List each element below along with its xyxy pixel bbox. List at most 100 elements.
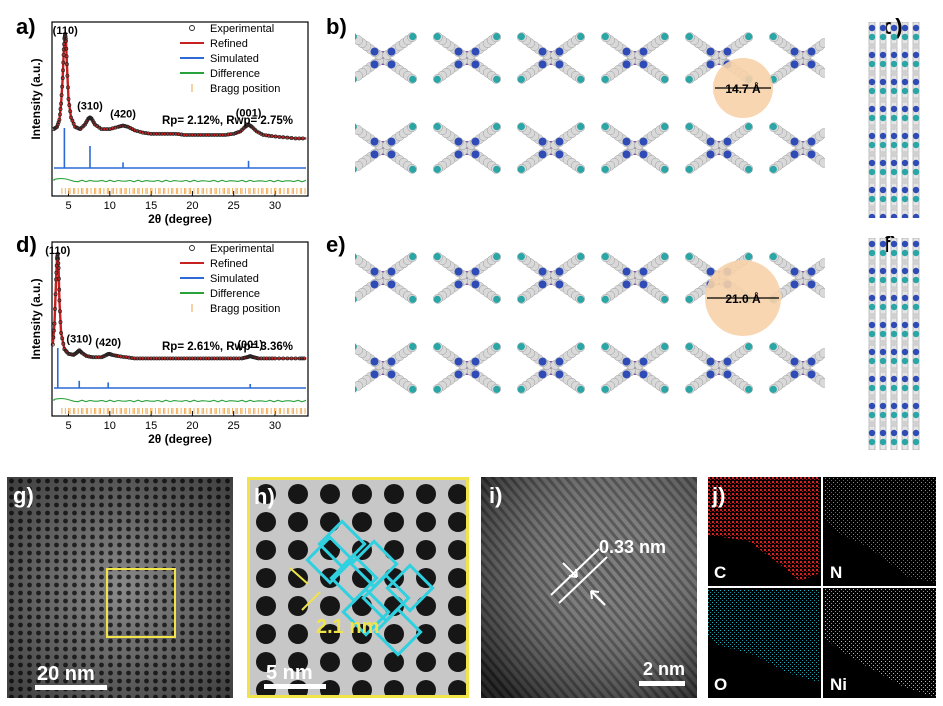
stack-atom	[879, 78, 887, 86]
nitrogen-atom	[538, 150, 547, 159]
experimental-point	[201, 356, 206, 361]
experimental-point	[110, 352, 115, 357]
oxygen-atom	[685, 123, 693, 131]
stack-atom	[901, 375, 909, 383]
stack-atom	[868, 42, 876, 50]
framework-structure-e: 21.0 Å	[355, 252, 825, 394]
stack-atom	[912, 114, 920, 122]
stack-atom	[912, 393, 920, 401]
stack-atom	[912, 42, 920, 50]
oxygen-atom	[409, 385, 417, 393]
experimental-point	[198, 132, 203, 137]
experimental-point	[60, 76, 65, 81]
experimental-point	[61, 47, 66, 52]
nitrogen-atom	[807, 357, 816, 366]
nitrogen-atom	[622, 280, 631, 289]
stack-atom	[879, 393, 887, 401]
experimental-point	[59, 330, 64, 335]
nitrogen-atom	[790, 357, 799, 366]
experimental-point	[61, 341, 66, 346]
stack-atom	[879, 159, 887, 167]
stack-atom	[868, 393, 876, 401]
stacking-view-f	[868, 238, 920, 450]
experimental-point	[289, 356, 294, 361]
experimental-point	[173, 131, 178, 136]
nitrogen-atom	[790, 137, 799, 146]
peak-label: (110)	[53, 25, 78, 37]
stack-atom	[912, 294, 920, 302]
stack-atom	[890, 60, 898, 68]
linker-atom	[818, 128, 825, 139]
stack-atom	[879, 42, 887, 50]
oxygen-atom	[661, 295, 669, 303]
oxygen-atom	[745, 253, 753, 261]
experimental-point	[89, 116, 94, 121]
stack-atom	[868, 141, 876, 149]
nitrogen-atom	[454, 280, 463, 289]
stack-atom	[879, 96, 887, 104]
stack-atom	[890, 357, 898, 365]
experimental-point	[62, 42, 67, 47]
peak-label: (110)	[45, 245, 70, 257]
experimental-point	[300, 136, 305, 141]
stack-atom	[879, 375, 887, 383]
oxygen-atom	[769, 253, 777, 261]
stack-atom	[901, 402, 909, 410]
experimental-point	[157, 356, 162, 361]
stack-atom	[868, 60, 876, 68]
stack-atom	[901, 339, 909, 347]
stack-atom	[868, 384, 876, 392]
experimental-point	[254, 356, 259, 360]
panel-label-d: d)	[16, 232, 37, 257]
experimental-point	[264, 133, 269, 138]
nitrogen-atom	[454, 150, 463, 159]
lattice-spacing-label: 0.33 nm	[599, 537, 667, 557]
scale-label-h: 5 nm	[266, 662, 313, 684]
stack-atom	[901, 321, 909, 329]
stack-atom	[879, 312, 887, 320]
stack-atom	[879, 141, 887, 149]
oxygen-atom	[355, 76, 357, 83]
stack-atom	[912, 429, 920, 437]
oxygen-atom	[517, 123, 525, 131]
stack-atom	[890, 438, 898, 446]
experimental-point	[190, 132, 195, 137]
experimental-point	[236, 130, 241, 135]
experimental-point	[146, 356, 151, 361]
stack-atom	[890, 141, 898, 149]
experimental-point	[51, 328, 56, 333]
nitrogen-atom	[639, 370, 648, 379]
x-tick-label: 25	[228, 200, 240, 212]
oxygen-atom	[577, 385, 585, 393]
stack-atom	[912, 33, 920, 41]
oxygen-atom	[577, 165, 585, 173]
experimental-point	[168, 131, 173, 136]
nitrogen-atom	[370, 267, 379, 276]
stack-atom	[912, 96, 920, 104]
stack-atom	[868, 24, 876, 32]
stack-atom	[868, 186, 876, 194]
y-axis-label: Intensity (a.u.)	[29, 58, 43, 139]
oxygen-atom	[745, 33, 753, 41]
stack-atom	[912, 141, 920, 149]
peak-label: (310)	[66, 333, 92, 345]
stack-atom	[901, 411, 909, 419]
stack-atom	[868, 375, 876, 383]
lattice-cell	[305, 535, 355, 585]
experimental-point	[233, 131, 238, 135]
oxygen-atom	[355, 296, 357, 303]
stack-atom	[912, 159, 920, 167]
stack-atom	[890, 240, 898, 248]
nitrogen-atom	[622, 47, 631, 56]
nitrogen-atom	[538, 137, 547, 146]
oxygen-atom	[355, 343, 357, 350]
stack-atom	[890, 204, 898, 212]
experimental-point	[67, 103, 72, 108]
legend-label: Experimental	[210, 243, 274, 255]
experimental-point	[118, 354, 123, 359]
stack-atom	[868, 105, 876, 113]
experimental-point	[55, 252, 60, 256]
experimental-point	[259, 356, 264, 361]
experimental-point	[231, 356, 236, 361]
nitrogen-atom	[706, 370, 715, 379]
